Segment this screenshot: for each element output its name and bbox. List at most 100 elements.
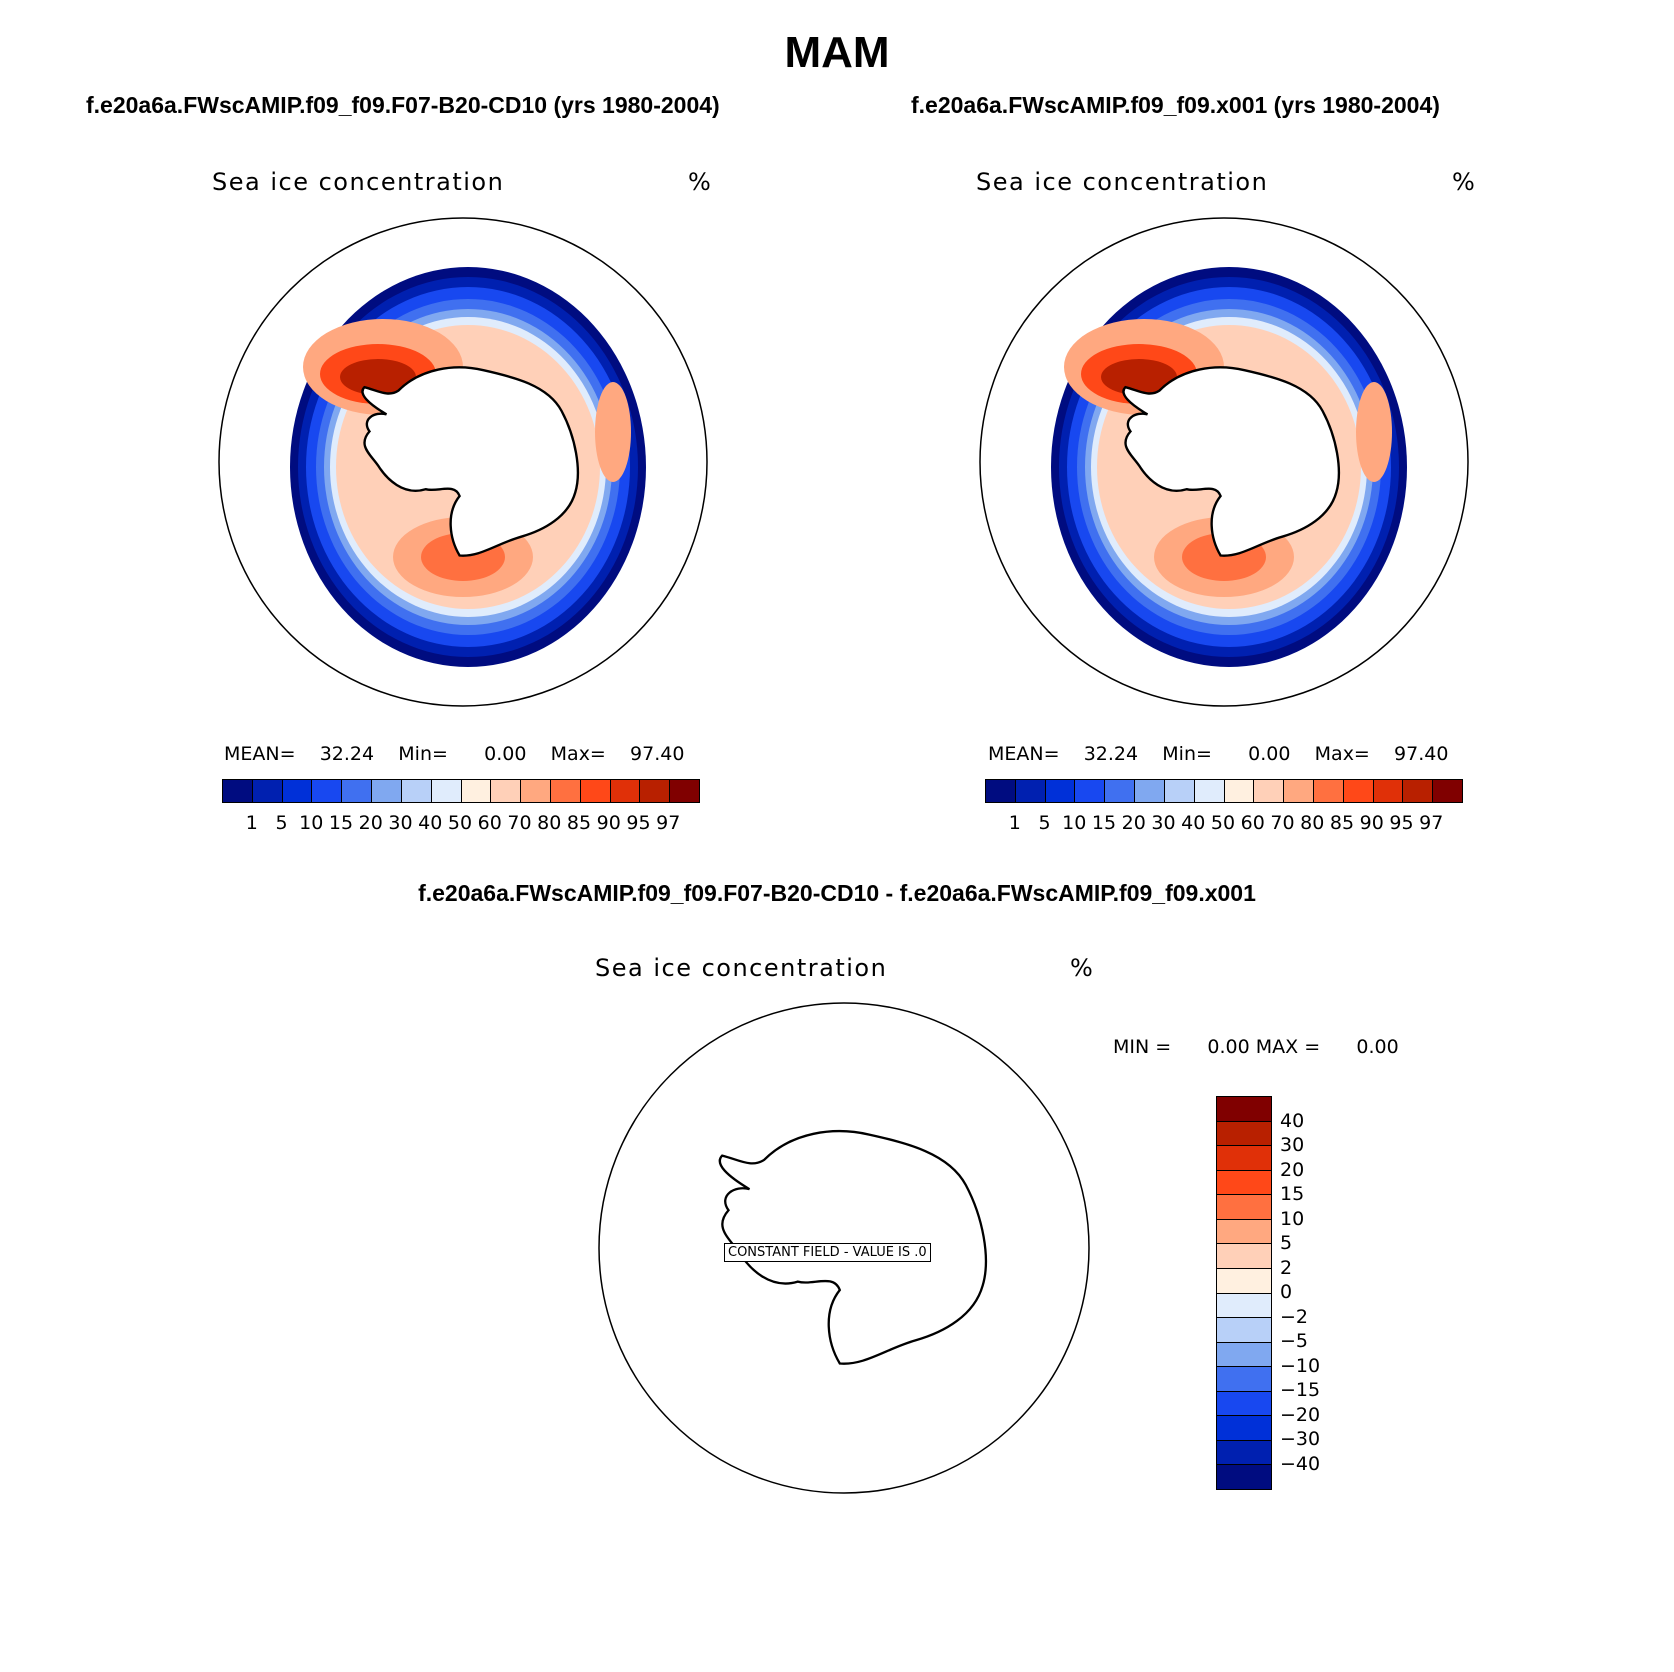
colorbar-swatch	[1015, 780, 1046, 802]
colorbar-tick-label: 15	[1091, 812, 1117, 834]
left-mean-label: MEAN=	[224, 743, 296, 765]
colorbar-swatch	[1135, 780, 1165, 802]
colorbar-swatch	[1217, 1170, 1271, 1196]
colorbar-tick-label: 97	[656, 812, 681, 834]
colorbar-swatch	[1217, 1367, 1271, 1392]
colorbar-tick-label: −2	[1280, 1305, 1309, 1328]
colorbar-tick-label: −15	[1280, 1379, 1321, 1401]
colorbar-tick-label: 85	[1329, 812, 1355, 834]
left-colorbar	[222, 779, 700, 803]
left-min-label: Min=	[398, 743, 448, 765]
constant-field-note: CONSTANT FIELD - VALUE IS .0	[724, 1243, 931, 1262]
colorbar-tick-label: 40	[1181, 812, 1206, 834]
colorbar-swatch	[1217, 1293, 1271, 1319]
colorbar-swatch	[550, 780, 581, 802]
left-min-value: 0.00	[484, 743, 527, 765]
left-max-value: 97.40	[630, 743, 685, 765]
colorbar-tick-label: 5	[275, 812, 288, 834]
diff-max-label: MAX =	[1255, 1036, 1321, 1058]
colorbar-tick-label: 15	[1280, 1183, 1305, 1205]
colorbar-tick-label: 40	[1280, 1109, 1305, 1132]
colorbar-swatch	[372, 780, 402, 802]
colorbar-tick-label: 20	[1121, 812, 1146, 834]
colorbar-swatch	[401, 780, 432, 802]
right-max-value: 97.40	[1394, 743, 1449, 765]
colorbar-swatch	[1373, 780, 1404, 802]
right-mean-label: MEAN=	[988, 743, 1060, 765]
colorbar-swatch	[1217, 1244, 1271, 1269]
colorbar-swatch	[1217, 1097, 1271, 1122]
colorbar-tick-label: 80	[537, 812, 562, 834]
right-variable-label: Sea ice concentration	[976, 168, 1269, 196]
colorbar-tick-label: 20	[358, 812, 383, 834]
colorbar-swatch	[521, 780, 551, 802]
colorbar-swatch	[986, 780, 1016, 802]
right-case-title: f.e20a6a.FWscAMIP.f09_f09.x001 (yrs 1980…	[911, 92, 1440, 118]
right-mean-value: 32.24	[1083, 743, 1139, 765]
right-max-label: Max=	[1314, 743, 1370, 765]
colorbar-swatch	[1284, 780, 1314, 802]
right-stats: MEAN= 32.24 Min= 0.00 Max= 97.40	[988, 743, 1448, 765]
weddell-high-3	[340, 359, 416, 395]
left-units-label: %	[688, 168, 713, 196]
colorbar-tick-label: 70	[507, 812, 532, 834]
right-colorbar-labels: 1 5 10 15 20 30 40 50 60 70 80 85 90 95 97	[985, 812, 1461, 836]
east-band	[595, 382, 631, 482]
colorbar-tick-label: 97	[1419, 812, 1444, 834]
colorbar-tick-label: 30	[1280, 1134, 1305, 1156]
colorbar-swatch	[461, 780, 492, 802]
colorbar-swatch	[580, 780, 611, 802]
diff-map-boundary	[598, 1002, 1090, 1494]
colorbar-tick-label: −40	[1280, 1452, 1321, 1475]
colorbar-tick-label: 60	[477, 812, 502, 834]
colorbar-tick-label: 95	[1389, 812, 1414, 834]
colorbar-swatch	[610, 780, 641, 802]
left-max-label: Max=	[550, 743, 606, 765]
colorbar-tick-label: 10	[1062, 812, 1087, 834]
diff-stats: MIN = 0.00 MAX = 0.00	[1113, 1036, 1399, 1058]
colorbar-swatch	[491, 780, 522, 802]
colorbar-swatch	[252, 780, 283, 802]
colorbar-tick-label: 10	[299, 812, 324, 834]
right-min-value: 0.00	[1248, 743, 1291, 765]
colorbar-tick-label: 10	[1280, 1207, 1305, 1230]
left-polar-map	[290, 267, 646, 667]
colorbar-tick-label: 80	[1300, 812, 1325, 834]
colorbar-tick-label: 30	[1151, 812, 1176, 834]
right-map-boundary	[979, 217, 1469, 707]
colorbar-swatch	[1164, 780, 1195, 802]
colorbar-tick-label: 30	[388, 812, 413, 834]
right-polar-map	[1051, 267, 1407, 667]
colorbar-swatch	[670, 780, 699, 802]
colorbar-tick-label: 5	[1280, 1232, 1293, 1254]
diff-min-label: MIN =	[1113, 1036, 1172, 1058]
left-colorbar-labels: 1 5 10 15 20 30 40 50 60 70 80 85 90 95 97	[222, 812, 698, 836]
colorbar-tick-label: 1	[1008, 812, 1021, 834]
colorbar-tick-label: 85	[566, 812, 592, 834]
weddell-high-3	[1101, 359, 1177, 395]
colorbar-swatch	[1313, 780, 1344, 802]
colorbar-swatch	[1075, 780, 1106, 802]
colorbar-swatch	[1224, 780, 1255, 802]
left-mean-value: 32.24	[319, 743, 375, 765]
colorbar-swatch	[312, 780, 343, 802]
colorbar-tick-label: 0	[1280, 1281, 1293, 1303]
left-case-title: f.e20a6a.FWscAMIP.f09_f09.F07-B20-CD10 (…	[86, 92, 720, 118]
colorbar-swatch	[282, 780, 313, 802]
diff-colorbar-labels: 40 30 20 15 10 5 2 0 −2 −5 −10 −15 −20 −30 −40	[1280, 1096, 1360, 1488]
colorbar-swatch	[1343, 780, 1374, 802]
colorbar-swatch	[1217, 1391, 1271, 1417]
colorbar-tick-label: −30	[1280, 1428, 1321, 1450]
colorbar-tick-label: 50	[1210, 812, 1236, 834]
colorbar-swatch	[1217, 1318, 1271, 1343]
diff-max-value: 0.00	[1356, 1036, 1399, 1058]
left-map-boundary	[218, 217, 708, 707]
colorbar-swatch	[1217, 1268, 1271, 1294]
diff-min-value: 0.00	[1207, 1036, 1250, 1058]
diff-colorbar	[1216, 1096, 1272, 1490]
right-units-label: %	[1452, 168, 1477, 196]
colorbar-tick-label: 1	[245, 812, 258, 834]
right-colorbar	[985, 779, 1463, 803]
colorbar-swatch	[640, 780, 671, 802]
